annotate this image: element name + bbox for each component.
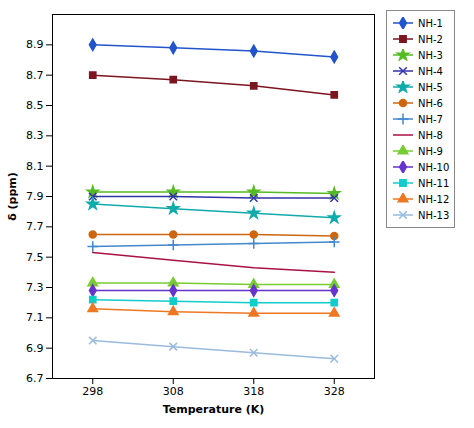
html-text:NH-2: NH-2 bbox=[418, 33, 443, 45]
svg-text:8.1: 8.1 bbox=[26, 160, 44, 173]
html-text:NH-6: NH-6 bbox=[418, 97, 443, 109]
svg-text:7.1: 7.1 bbox=[26, 311, 44, 324]
html-text:NH-8: NH-8 bbox=[418, 129, 443, 141]
svg-text:7.3: 7.3 bbox=[26, 281, 44, 294]
svg-text:8.9: 8.9 bbox=[26, 38, 44, 51]
svg-text:8.5: 8.5 bbox=[26, 99, 44, 112]
svg-text:298: 298 bbox=[82, 385, 103, 398]
svg-text:6.9: 6.9 bbox=[26, 342, 44, 355]
svg-text:6.7: 6.7 bbox=[26, 372, 44, 385]
html-text:NH-10: NH-10 bbox=[418, 161, 450, 173]
html-text:NH-12: NH-12 bbox=[418, 193, 450, 205]
html-text:NH-13: NH-13 bbox=[418, 209, 450, 221]
html-text:NH-4: NH-4 bbox=[418, 65, 443, 77]
svg-text:Temperature (K): Temperature (K) bbox=[163, 403, 265, 416]
svg-text:7.5: 7.5 bbox=[26, 251, 44, 264]
html-text:NH-5: NH-5 bbox=[418, 81, 443, 93]
svg-text:7.9: 7.9 bbox=[26, 190, 44, 203]
svg-text:328: 328 bbox=[324, 385, 345, 398]
svg-text:8.3: 8.3 bbox=[26, 129, 44, 142]
svg-text:7.7: 7.7 bbox=[26, 220, 44, 233]
svg-text:318: 318 bbox=[243, 385, 264, 398]
html-text:NH-1: NH-1 bbox=[418, 17, 443, 29]
svg-text:8.7: 8.7 bbox=[26, 69, 44, 82]
svg-text:308: 308 bbox=[163, 385, 184, 398]
html-text:NH-11: NH-11 bbox=[418, 177, 450, 189]
html-text:NH-9: NH-9 bbox=[418, 145, 443, 157]
html-text:NH-7: NH-7 bbox=[418, 113, 443, 125]
svg-text:δ (ppm): δ (ppm) bbox=[6, 172, 19, 221]
html-text:NH-3: NH-3 bbox=[418, 49, 443, 61]
